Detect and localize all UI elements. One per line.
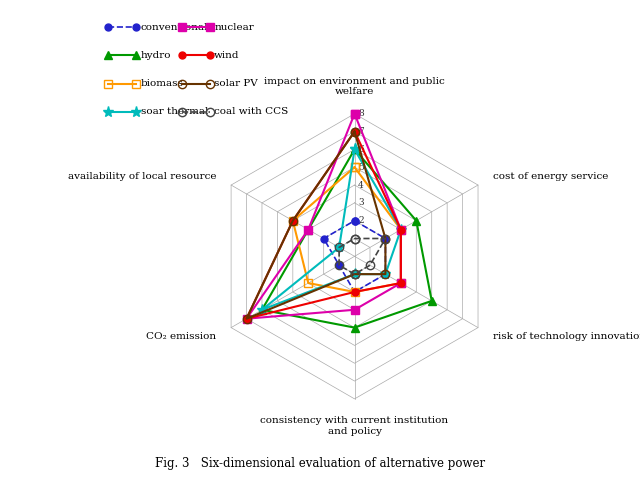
Text: 7: 7 [358, 127, 364, 136]
Text: solar PV: solar PV [214, 79, 258, 88]
Text: 8: 8 [358, 109, 364, 118]
Text: impact on environment and public
welfare: impact on environment and public welfare [264, 77, 445, 96]
Text: conventional: conventional [141, 23, 208, 32]
Text: soar thermal: soar thermal [141, 107, 208, 116]
Text: cost of energy service: cost of energy service [493, 172, 609, 181]
Text: consistency with current institution
and policy: consistency with current institution and… [260, 416, 449, 435]
Text: 3: 3 [358, 198, 364, 207]
Text: coal with CCS: coal with CCS [214, 107, 289, 116]
Text: hydro: hydro [141, 51, 172, 60]
Text: 5: 5 [358, 163, 364, 172]
Text: CO₂ emission: CO₂ emission [146, 332, 216, 341]
Text: availability of local resource: availability of local resource [68, 172, 216, 181]
Text: nuclear: nuclear [214, 23, 254, 32]
Text: 4: 4 [358, 180, 364, 190]
Text: biomass: biomass [141, 79, 184, 88]
Text: 2: 2 [358, 216, 364, 225]
Text: 6: 6 [358, 145, 364, 154]
Text: wind: wind [214, 51, 239, 60]
Text: risk of technology innovation: risk of technology innovation [493, 332, 640, 341]
Text: Fig. 3   Six-dimensional evaluation of alternative power: Fig. 3 Six-dimensional evaluation of alt… [155, 457, 485, 470]
